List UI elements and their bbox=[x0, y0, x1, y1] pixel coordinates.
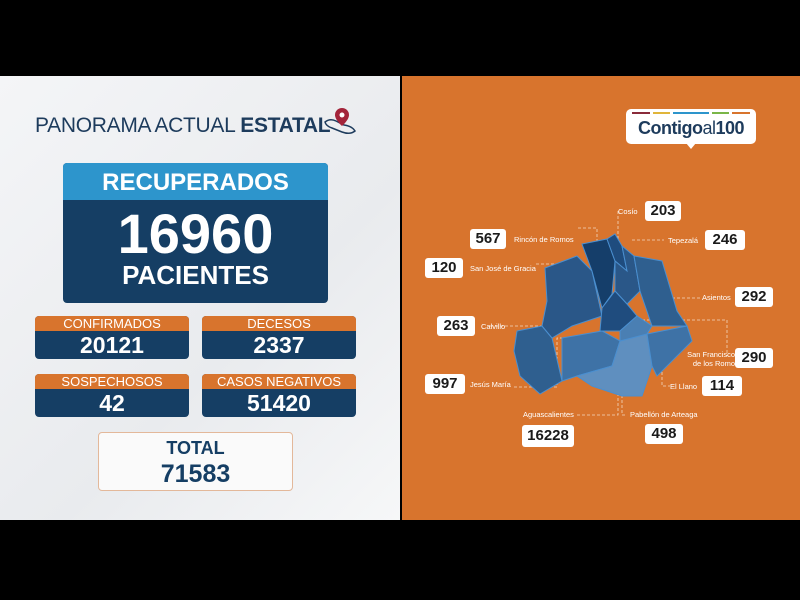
summary-panel: PANORAMA ACTUAL ESTATAL RECUPERADOS 1696… bbox=[0, 76, 400, 520]
label-cosio: Cosío bbox=[618, 207, 638, 216]
total-label: TOTAL bbox=[166, 438, 225, 458]
stat-value: 2337 bbox=[253, 332, 305, 358]
total-value: 71583 bbox=[160, 460, 231, 488]
recuperados-label: RECUPERADOS bbox=[63, 163, 328, 200]
recuperados-unit: PACIENTES bbox=[122, 260, 269, 290]
value-pabellon-de-arteaga: 498 bbox=[645, 424, 683, 444]
state-map bbox=[490, 211, 728, 416]
label-aguascalientes: Aguascalientes bbox=[523, 410, 574, 419]
contigo-al-100-logo: Contigoal100 bbox=[626, 109, 756, 149]
value-aguascalientes: 16228 bbox=[522, 425, 574, 447]
label-calvillo: Calvillo bbox=[481, 322, 506, 331]
stat-label: CONFIRMADOS bbox=[35, 316, 189, 331]
value-san-jose-de-gracia: 120 bbox=[425, 258, 463, 278]
label-pabellon-de-arteaga: Pabellón de Arteaga bbox=[630, 410, 698, 419]
value-tepezala: 246 bbox=[705, 230, 745, 250]
sospechosos-card: SOSPECHOSOS 42 bbox=[35, 374, 189, 417]
label-rincon-de-romos: Rincón de Romos bbox=[514, 235, 574, 244]
value-san-francisco-de-los-romo: 290 bbox=[735, 348, 773, 368]
region-san-jose-de-gracia bbox=[541, 255, 603, 339]
stat-label: SOSPECHOSOS bbox=[35, 374, 189, 389]
label-san-jose-de-gracia: San José de Gracia bbox=[470, 264, 536, 273]
label-asientos: Asientos bbox=[702, 293, 731, 302]
map-panel: Contigoal100 Cosío 203 Rincón de Romos bbox=[402, 76, 800, 520]
stat-value: 20121 bbox=[80, 332, 144, 358]
confirmados-card: CONFIRMADOS 20121 bbox=[35, 316, 189, 359]
recuperados-value: 16960 bbox=[117, 202, 274, 265]
label-el-llano: El Llano bbox=[670, 382, 698, 391]
stat-label: DECESOS bbox=[202, 316, 356, 331]
label-tepezala: Tepezalá bbox=[668, 236, 699, 245]
region-el-llano bbox=[646, 325, 693, 377]
label-san-francisco-de-los-romo: San Francisco de los Romo bbox=[687, 350, 735, 368]
stat-label: CASOS NEGATIVOS bbox=[202, 374, 356, 389]
value-jesus-maria: 997 bbox=[425, 374, 465, 394]
casos-negativos-card: CASOS NEGATIVOS 51420 bbox=[202, 374, 356, 417]
value-calvillo: 263 bbox=[437, 316, 475, 336]
value-asientos: 292 bbox=[735, 287, 773, 307]
stat-value: 51420 bbox=[247, 390, 311, 416]
label-jesus-maria: Jesús María bbox=[470, 380, 511, 389]
region-asientos bbox=[633, 255, 688, 327]
value-el-llano: 114 bbox=[702, 376, 742, 396]
stat-value: 42 bbox=[99, 390, 125, 416]
map-pin-icon bbox=[324, 108, 356, 135]
value-cosio: 203 bbox=[645, 201, 681, 221]
page-title: PANORAMA ACTUAL ESTATAL bbox=[35, 114, 331, 137]
decesos-card: DECESOS 2337 bbox=[202, 316, 356, 359]
value-rincon-de-romos: 567 bbox=[470, 229, 506, 249]
total-card: TOTAL 71583 bbox=[98, 432, 293, 491]
recuperados-card: RECUPERADOS 16960 PACIENTES bbox=[63, 163, 328, 303]
region-san-francisco bbox=[619, 315, 653, 342]
